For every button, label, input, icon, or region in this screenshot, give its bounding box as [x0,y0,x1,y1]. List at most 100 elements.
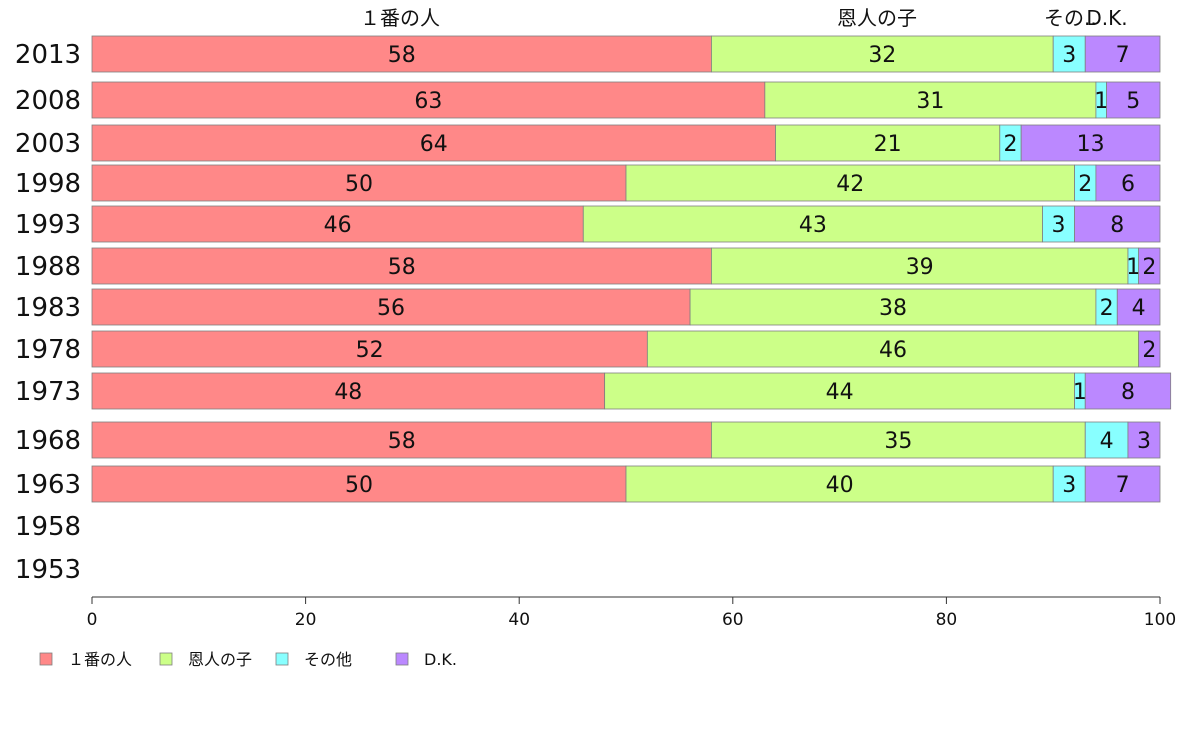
bar-segment [91,288,691,326]
data-label: 39 [906,255,934,280]
bar-segment [91,372,606,410]
legend-label: D.K. [424,650,457,669]
data-label: 5 [1126,89,1140,114]
x-tick-label: 0 [87,610,98,630]
bar-segment [646,330,1140,368]
data-label: 44 [826,380,854,405]
data-label: 2 [1142,338,1156,363]
bar-segment [764,81,1097,119]
data-label: 50 [345,473,373,498]
data-label: 3 [1062,473,1076,498]
bar-segment [1095,164,1161,202]
data-label: 3 [1062,43,1076,68]
legend-swatch [395,652,409,666]
data-label: 8 [1110,213,1124,238]
bar-segment [711,247,1129,285]
data-label: 4 [1100,429,1114,454]
legend-swatch [159,652,173,666]
bar-segment [582,205,1043,243]
bar-segment [1084,372,1172,410]
bar-segment [91,164,627,202]
year-label: 1973 [15,377,81,407]
data-label: 3 [1052,213,1066,238]
column-header: 恩人の子 [837,6,917,30]
bar-segment [1020,124,1161,162]
year-label: 1953 [15,555,81,585]
bar-segment [1084,421,1129,459]
data-label: 1 [1094,89,1108,114]
data-label: 43 [799,213,827,238]
bar-segment [711,35,1054,73]
year-label: 1968 [15,426,81,456]
data-label: 48 [334,380,362,405]
x-tick-label: 40 [508,610,530,630]
column-headers: １番の人 恩人の子 その..D.K. [360,6,1128,30]
bar-segment [1138,330,1161,368]
data-label: 2 [1100,296,1114,321]
bar-segment [1074,205,1161,243]
year-label: 1998 [15,169,81,199]
data-label: 1 [1073,380,1087,405]
data-label: 8 [1121,380,1135,405]
data-label: 46 [879,338,907,363]
data-label: 2 [1142,255,1156,280]
data-label: 56 [377,296,405,321]
bar-segment [91,247,712,285]
bar-segment [91,81,766,119]
legend-label: 恩人の子 [188,650,252,669]
data-label: 58 [388,43,416,68]
year-label: 2013 [15,40,81,70]
bar-segment [625,164,1075,202]
bar-segment [1084,465,1161,503]
year-label: 1963 [15,470,81,500]
legend-label: １番の人 [68,650,132,669]
year-label: 1978 [15,335,81,365]
data-label: 7 [1116,43,1130,68]
bar-segment [91,124,776,162]
year-label: 1993 [15,210,81,240]
data-label: 2 [1078,172,1092,197]
bar-segment [1127,421,1161,459]
data-label: 32 [868,43,896,68]
bar-segment [1116,288,1161,326]
data-label: 35 [884,429,912,454]
bar-segment [1052,35,1086,73]
x-tick-label: 60 [722,610,744,630]
data-label: 13 [1077,132,1105,157]
year-label: 2003 [15,129,81,159]
data-label: 58 [388,255,416,280]
bar-segment [1138,247,1161,285]
data-label: 21 [874,132,902,157]
data-label: 31 [916,89,944,114]
bar-segment [91,465,627,503]
column-header: １番の人 [360,6,440,30]
bar-segment [1052,465,1086,503]
bar-segment [775,124,1001,162]
year-label: 1958 [15,512,81,542]
data-label: 63 [414,89,442,114]
bar-segment [625,465,1054,503]
data-label: 4 [1132,296,1146,321]
x-tick-label: 20 [295,610,317,630]
data-label: 2 [1003,132,1017,157]
bar-segment [1106,81,1161,119]
data-label: 6 [1121,172,1135,197]
bar-segment [91,205,584,243]
data-label: 7 [1116,473,1130,498]
data-label: 38 [879,296,907,321]
bar-segment [689,288,1097,326]
legend-label: その他 [304,650,352,669]
legend: １番の人 恩人の子 その他 D.K. [39,650,457,669]
year-label: 1988 [15,252,81,282]
data-label: 58 [388,429,416,454]
legend-swatch [275,652,289,666]
bar-segment [604,372,1075,410]
column-header: D.K. [1086,6,1127,30]
bar-segment [91,35,712,73]
year-label: 2008 [15,86,81,116]
data-label: 42 [836,172,864,197]
legend-swatch [39,652,53,666]
data-label: 64 [420,132,448,157]
